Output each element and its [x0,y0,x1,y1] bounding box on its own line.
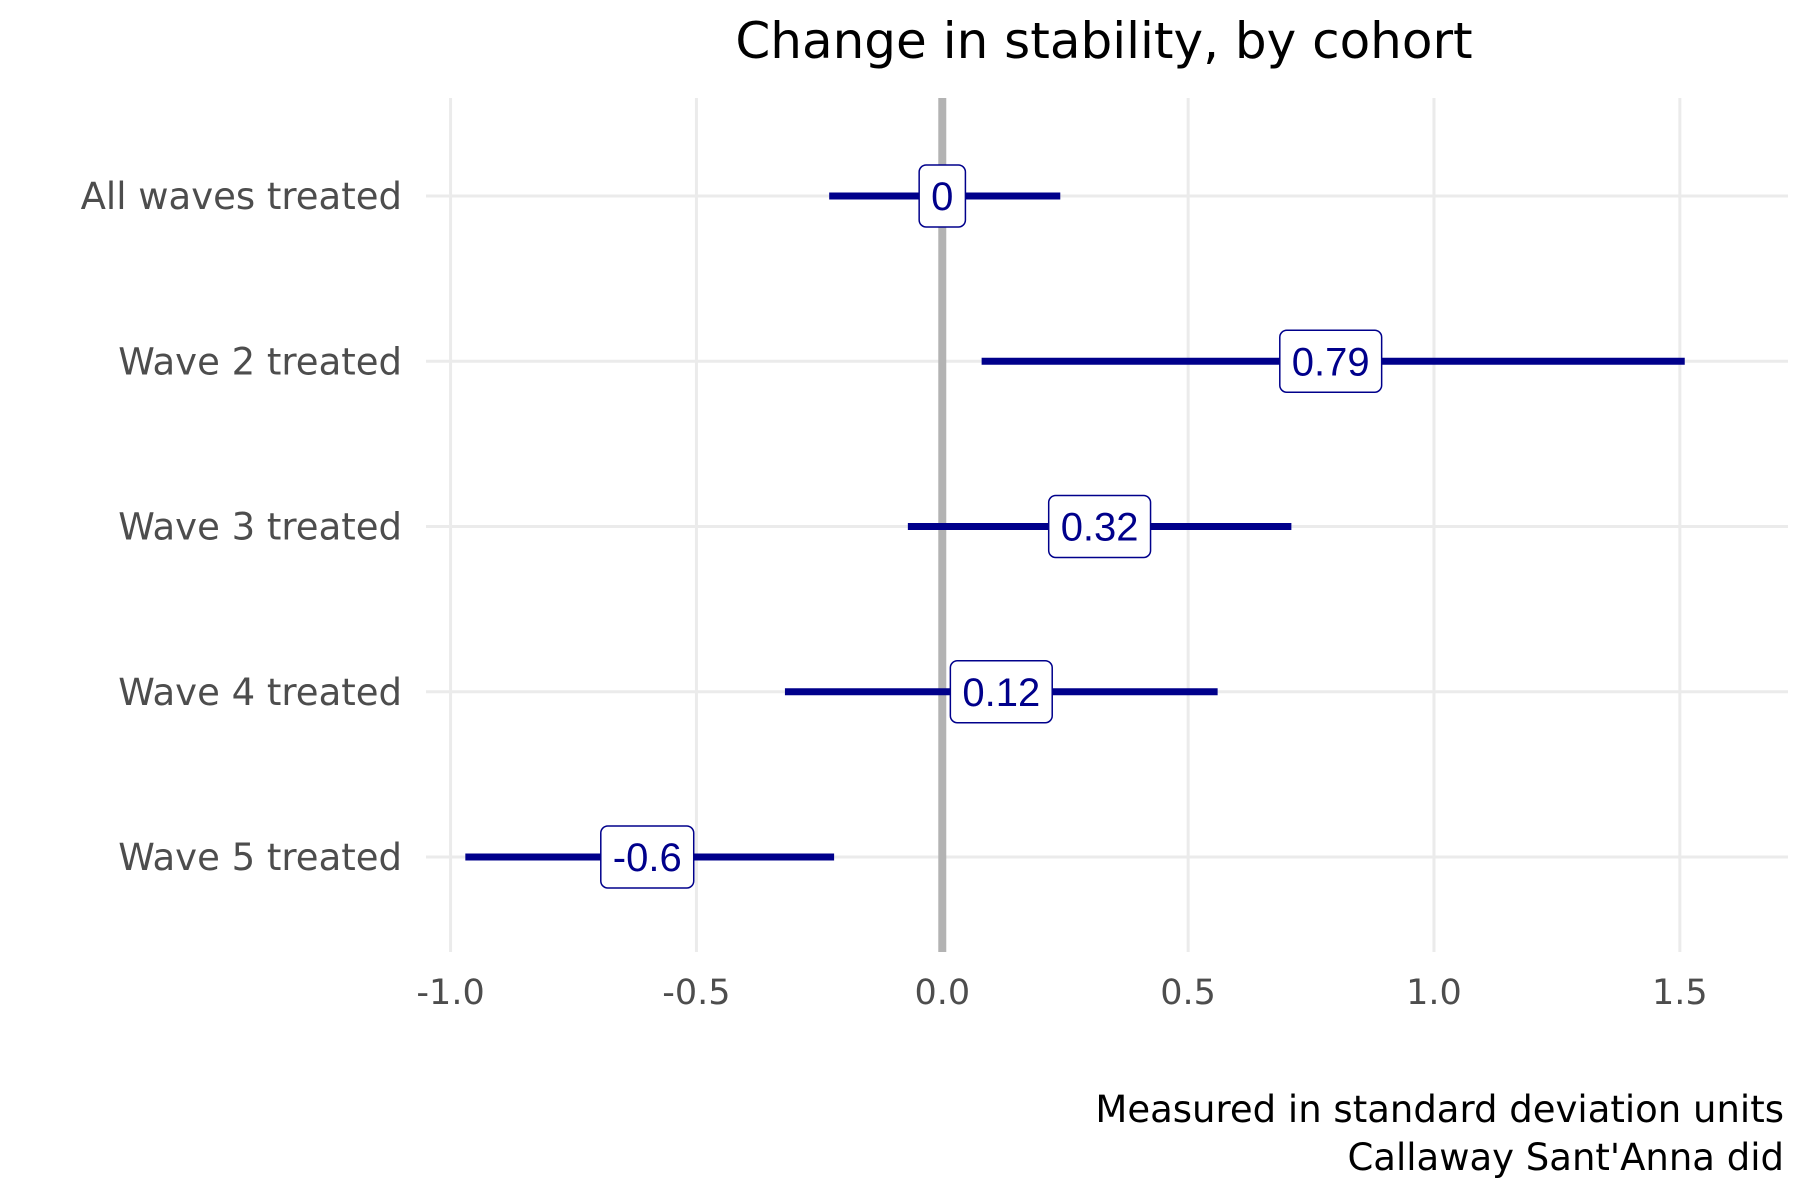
estimate-label-text-4: -0.6 [613,836,682,880]
estimate-label-1: 0.79 [1279,329,1383,393]
estimate-label-2: 0.32 [1047,494,1152,559]
estimate-label-text-1: 0.79 [1292,340,1370,384]
estimate-label-box-4 [600,825,695,889]
x-tick-label-5: 1.5 [1652,973,1708,1013]
caption-line-2: Callaway Sant'Anna did [1347,1136,1784,1179]
category-label-1: Wave 2 treated [118,340,402,383]
estimate-label-text-0: 0 [931,175,953,219]
x-tick-label-2: 0.0 [914,973,970,1013]
estimate-label-3: 0.12 [949,660,1053,724]
estimate-label-text-2: 0.32 [1061,506,1139,550]
estimate-label-box-2 [1047,494,1152,559]
x-tick-label-0: -1.0 [416,973,484,1013]
estimate-label-box-0 [918,164,967,228]
estimate-label-0: 0 [918,164,967,228]
chart-title: Change in stability, by cohort [735,12,1472,70]
x-tick-label-3: 0.5 [1160,973,1216,1013]
estimate-labels: 0 0.79 0.32 0.12 -0.6 [600,164,1383,889]
estimate-label-4: -0.6 [600,825,695,889]
x-tick-label-1: -0.5 [662,973,730,1013]
estimate-label-box-3 [949,660,1053,724]
estimate-label-text-3: 0.12 [962,671,1040,715]
category-label-0: All waves treated [81,175,402,218]
category-label-4: Wave 5 treated [118,836,402,879]
category-label-3: Wave 4 treated [118,671,402,714]
axes: All waves treated Wave 2 treated Wave 3 tr… [81,175,1708,1013]
x-tick-label-4: 1.0 [1406,973,1462,1013]
estimate-label-box-1 [1279,329,1383,393]
category-label-2: Wave 3 treated [118,506,402,549]
caption-line-1: Measured in standard deviation units [1095,1088,1784,1131]
